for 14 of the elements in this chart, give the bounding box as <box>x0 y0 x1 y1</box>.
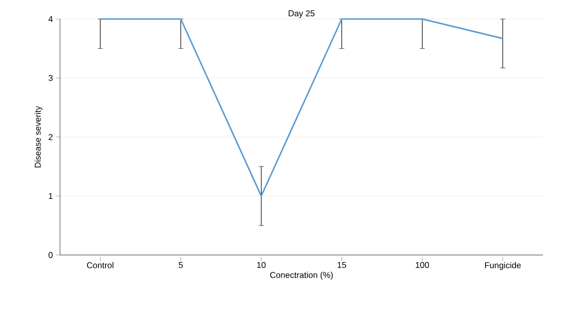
x-tick-label: Fungicide <box>485 262 521 270</box>
x-tick-label: Control <box>87 262 114 268</box>
y-tick-label: 0 <box>48 252 53 258</box>
y-tick-label: 4 <box>48 16 53 22</box>
x-tick-label: 15 <box>338 262 346 268</box>
y-tick-label: 2 <box>48 134 53 140</box>
y-tick-label: 1 <box>48 193 53 199</box>
y-tick-label: 3 <box>48 75 53 81</box>
x-tick-label: 10 <box>257 262 266 268</box>
chart-title: Day 25 <box>288 10 315 18</box>
x-axis-title: Conectration (%) <box>270 272 333 280</box>
y-axis-title: Disease severity <box>34 106 42 168</box>
x-tick-label: 100 <box>416 262 429 268</box>
x-tick-label: 5 <box>178 262 183 268</box>
